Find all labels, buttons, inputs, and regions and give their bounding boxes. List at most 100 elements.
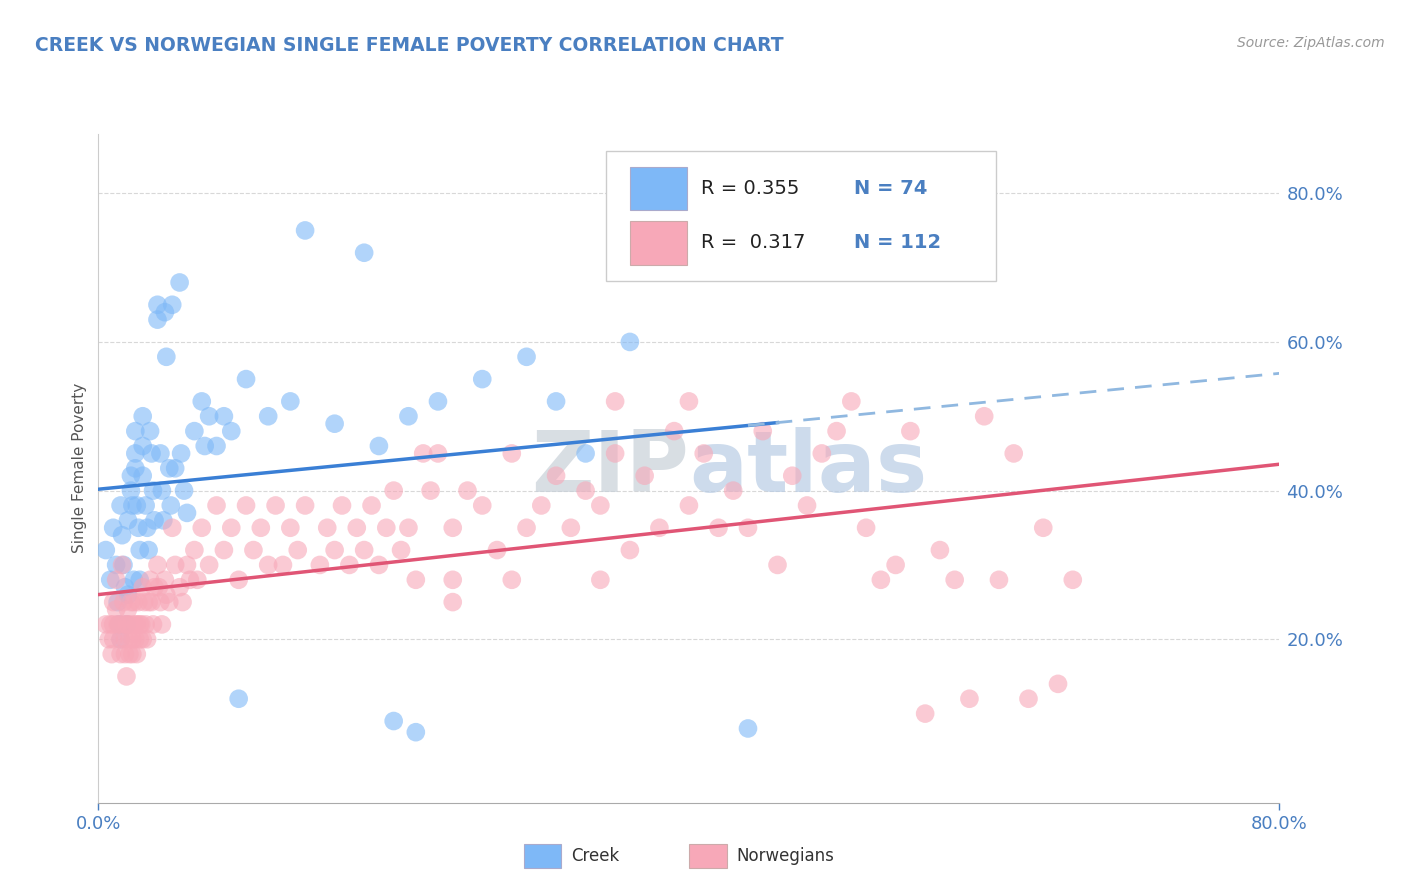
Point (191, 394, 214, 409)
Point (100, 647, 122, 661)
Point (959, 691, 981, 706)
Point (405, 725, 427, 739)
Point (110, 499, 132, 513)
Point (869, 573, 891, 587)
Point (107, 595, 129, 609)
Point (172, 595, 194, 609)
Point (124, 632, 146, 647)
Point (155, 350, 177, 364)
Point (987, 573, 1010, 587)
Point (132, 439, 155, 453)
Text: R = 0.355: R = 0.355 (700, 179, 799, 198)
Point (928, 543, 950, 558)
Point (111, 558, 134, 572)
Point (427, 446, 450, 460)
Point (212, 543, 235, 558)
Point (165, 558, 187, 572)
Point (678, 394, 700, 409)
Point (205, 439, 228, 453)
Point (105, 573, 128, 587)
Point (121, 499, 143, 513)
Point (723, 483, 745, 498)
Point (143, 580, 166, 594)
Point (170, 446, 193, 460)
Point (159, 499, 181, 513)
Point (125, 499, 148, 513)
Point (546, 394, 568, 409)
Point (1062, 573, 1084, 587)
Point (339, 558, 360, 572)
Point (125, 617, 148, 632)
Point (360, 499, 382, 513)
Point (118, 647, 141, 661)
Point (396, 409, 419, 424)
Point (693, 446, 716, 460)
Point (176, 558, 198, 572)
Point (115, 617, 138, 632)
Point (219, 424, 242, 438)
Point (242, 543, 264, 558)
Point (330, 499, 353, 513)
Point (173, 483, 195, 498)
Text: atlas: atlas (689, 426, 927, 510)
Point (179, 573, 201, 587)
Point (141, 446, 163, 460)
Point (114, 580, 136, 594)
Point (134, 595, 156, 609)
Text: Creek: Creek (571, 847, 619, 864)
Point (515, 350, 537, 364)
Point (278, 394, 302, 409)
Text: N = 74: N = 74 (855, 179, 928, 198)
Point (353, 245, 375, 260)
Point (107, 617, 129, 632)
Point (264, 499, 287, 513)
Point (114, 632, 136, 647)
Point (346, 521, 368, 535)
Point (120, 468, 142, 483)
Bar (523, 844, 561, 868)
Point (382, 714, 405, 728)
Point (157, 461, 180, 475)
Point (135, 617, 157, 632)
Point (169, 276, 191, 290)
Point (112, 617, 135, 632)
Point (150, 483, 173, 498)
Point (162, 521, 183, 535)
Point (294, 223, 316, 237)
Point (501, 573, 523, 587)
Point (94, 617, 117, 632)
Point (368, 439, 391, 453)
Point (943, 573, 966, 587)
Point (382, 483, 405, 498)
Point (103, 617, 125, 632)
Point (117, 602, 139, 616)
Point (121, 647, 143, 661)
Point (574, 483, 596, 498)
Point (103, 521, 125, 535)
Point (914, 706, 936, 721)
Point (132, 468, 155, 483)
Point (105, 602, 128, 616)
Point (441, 573, 464, 587)
Point (546, 468, 568, 483)
Point (153, 573, 176, 587)
Point (368, 558, 391, 572)
Point (810, 446, 832, 460)
Point (129, 617, 152, 632)
Point (707, 521, 730, 535)
Point (186, 573, 208, 587)
Point (122, 573, 145, 587)
Point (110, 647, 132, 661)
Point (143, 513, 166, 527)
Point (198, 409, 221, 424)
Point (121, 632, 143, 647)
Point (149, 446, 172, 460)
Point (155, 588, 177, 602)
Point (205, 499, 228, 513)
Point (139, 424, 162, 438)
Point (150, 617, 173, 632)
Point (194, 439, 217, 453)
Point (148, 580, 170, 594)
Text: CREEK VS NORWEGIAN SINGLE FEMALE POVERTY CORRELATION CHART: CREEK VS NORWEGIAN SINGLE FEMALE POVERTY… (35, 36, 783, 54)
Point (737, 722, 759, 736)
